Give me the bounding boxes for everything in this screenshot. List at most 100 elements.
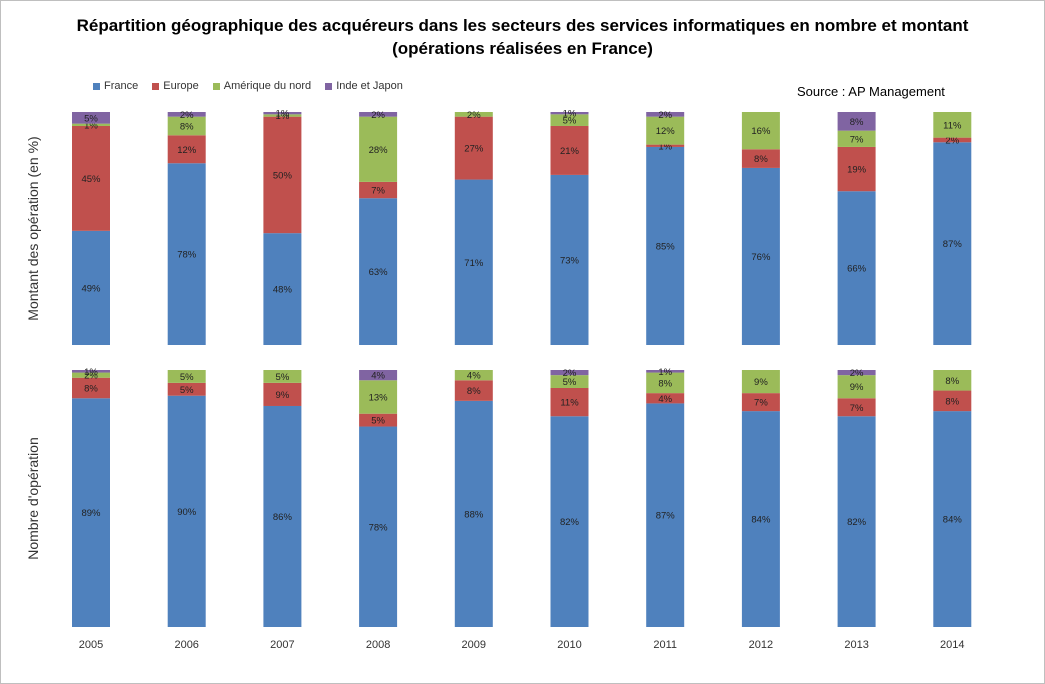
data-label: 12% (656, 126, 676, 137)
bar-segment (550, 416, 589, 627)
panel-1: Montant des opération (en %) 49%45%1%5%78… (25, 109, 972, 345)
bar-segment (167, 382, 206, 396)
data-label: 1% (276, 109, 290, 120)
data-label: 1% (84, 120, 98, 131)
bar-segment (550, 112, 589, 115)
data-label: 8% (84, 383, 98, 394)
data-label: 9% (754, 377, 768, 388)
bar-segment (646, 116, 685, 145)
data-label: 2% (467, 110, 481, 121)
data-label: 87% (943, 239, 963, 250)
legend-label: France (104, 80, 139, 92)
bar-segment (263, 112, 302, 115)
data-label: 5% (84, 113, 98, 124)
bar-segment (72, 370, 110, 373)
data-label: 1% (84, 367, 98, 378)
data-label: 89% (81, 508, 101, 519)
bar-segment (837, 375, 876, 399)
bar-segment (741, 167, 780, 345)
legend-label: Europe (163, 80, 199, 92)
bar-segment (646, 393, 685, 404)
data-label: 1% (276, 111, 290, 122)
y-axis-label: Nombre d'opération (25, 437, 41, 560)
data-label: 2% (371, 110, 385, 121)
source-note: Source : AP Management (797, 84, 945, 99)
bar-segment (741, 370, 780, 394)
data-label: 16% (751, 126, 771, 137)
bar-segment (167, 163, 206, 345)
bar-segment (646, 370, 685, 373)
data-label: 8% (180, 121, 194, 132)
data-label: 45% (81, 174, 101, 185)
data-label: 4% (467, 371, 481, 382)
bar-segment (167, 370, 206, 383)
x-tick-label: 2006 (174, 639, 198, 651)
data-label: 13% (369, 392, 389, 403)
data-label: 27% (464, 144, 484, 155)
data-label: 49% (81, 283, 101, 294)
data-label: 5% (276, 372, 290, 383)
data-label: 5% (180, 372, 194, 383)
bar-segment (933, 142, 972, 345)
panel-2: Nombre d'opération 89%8%2%1%200590%5%5%20… (25, 367, 972, 651)
bar-segment (359, 413, 398, 427)
bar-segment (741, 393, 780, 412)
x-tick-label: 2007 (270, 639, 294, 651)
bar-segment (550, 387, 589, 417)
data-label: 4% (658, 394, 672, 405)
data-label: 78% (177, 250, 197, 261)
data-label: 85% (656, 241, 676, 252)
bar-segment (359, 198, 398, 345)
data-label: 1% (563, 109, 577, 120)
data-label: 28% (369, 145, 389, 156)
bar-segment (359, 426, 398, 627)
bar-segment (167, 395, 206, 627)
data-label: 86% (273, 512, 293, 523)
bar-segment (167, 135, 206, 164)
bar-segment (837, 370, 876, 376)
data-label: 2% (850, 368, 864, 379)
data-label: 8% (945, 376, 959, 387)
bar-segment (550, 125, 589, 175)
data-label: 82% (847, 517, 867, 528)
x-tick-label: 2009 (462, 639, 486, 651)
bar-segment (550, 114, 589, 126)
data-label: 5% (371, 416, 385, 427)
bar-segment (454, 116, 493, 180)
bar-segment (454, 370, 493, 381)
legend-item-france: France (93, 80, 138, 92)
bar-segment (454, 179, 493, 345)
bar-segment (72, 377, 110, 399)
x-tick-label: 2010 (557, 639, 581, 651)
bar-segment (837, 398, 876, 417)
data-label: 8% (945, 396, 959, 407)
x-tick-label: 2012 (749, 639, 773, 651)
data-label: 7% (850, 403, 864, 414)
x-tick-label: 2013 (844, 639, 868, 651)
bar-segment (359, 112, 398, 117)
data-label: 2% (84, 371, 98, 382)
x-tick-label: 2005 (79, 639, 103, 651)
bar-segment (646, 112, 685, 117)
data-label: 2% (563, 368, 577, 379)
bar-segment (550, 375, 589, 388)
bar-segment (741, 411, 780, 627)
data-label: 11% (560, 398, 579, 409)
bar-segment (837, 191, 876, 345)
bar-segment (646, 144, 685, 147)
bar-segment (167, 112, 206, 117)
bar-segment (646, 403, 685, 627)
bar-segment (263, 116, 302, 234)
data-label: 71% (464, 258, 484, 269)
data-label: 11% (943, 120, 962, 131)
data-label: 9% (276, 390, 290, 401)
data-label: 19% (847, 165, 867, 176)
data-label: 2% (945, 135, 959, 146)
legend-label: Inde et Japon (336, 80, 403, 92)
y-axis-label: Montant des opération (en %) (25, 136, 41, 320)
bar-segment (72, 125, 110, 231)
bar-segment (646, 146, 685, 345)
legend: France Europe Amérique du nord Inde et J… (93, 80, 417, 92)
bar-segment (837, 146, 876, 192)
data-label: 63% (369, 267, 389, 278)
